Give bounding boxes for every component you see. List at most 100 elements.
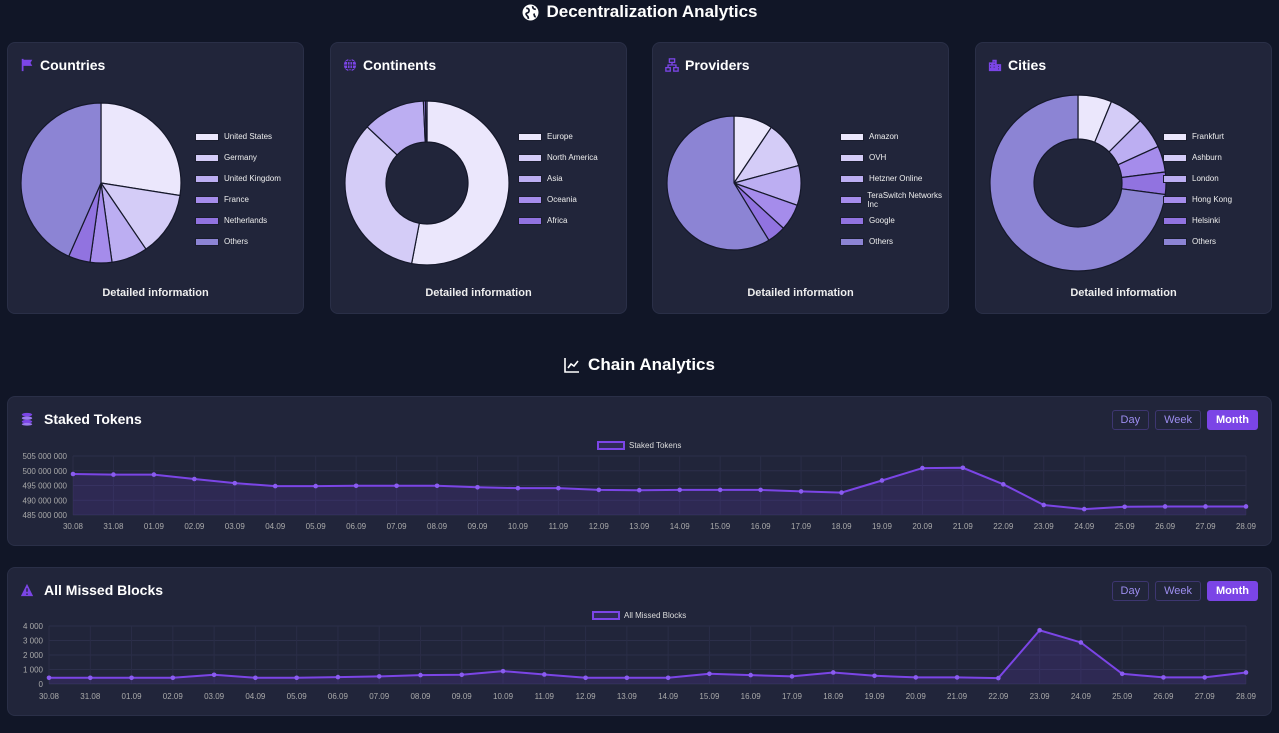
data-point[interactable] [798,489,804,494]
data-point[interactable] [830,670,836,675]
data-point[interactable] [954,675,960,680]
data-point[interactable] [232,480,238,486]
data-point[interactable] [717,487,723,493]
data-point[interactable] [1001,482,1006,487]
data-point[interactable] [1041,502,1047,508]
legend-item[interactable]: France [195,189,281,210]
data-point[interactable] [1162,504,1168,509]
data-point[interactable] [636,487,642,493]
data-point[interactable] [46,675,52,681]
data-point[interactable] [353,483,359,489]
data-point[interactable] [170,675,176,681]
data-point[interactable] [1119,671,1125,677]
legend-item[interactable]: North America [518,147,598,168]
legend-item[interactable]: Netherlands [195,210,281,231]
detailed-information-link[interactable]: Detailed information [747,287,854,299]
pie-slice-others[interactable] [666,115,770,251]
legend-item[interactable]: Ashburn [1163,147,1232,168]
legend-item[interactable]: All Missed Blocks [592,611,686,620]
legend-item[interactable]: Hong Kong [1163,189,1232,210]
data-point[interactable] [394,483,399,489]
data-point[interactable] [1243,504,1249,509]
data-point[interactable] [556,485,561,491]
legend-item[interactable]: Amazon [840,126,948,147]
legend-item[interactable]: United States [195,126,281,147]
legend-item[interactable]: OVH [840,147,948,168]
data-point[interactable] [872,673,877,679]
data-point[interactable] [996,675,1001,681]
data-point[interactable] [1122,504,1127,510]
legend-item[interactable]: United Kingdom [195,168,281,189]
legend-item[interactable]: Oceania [518,189,598,210]
data-point[interactable] [677,487,683,493]
data-point[interactable] [624,675,630,681]
data-point[interactable] [920,465,925,471]
detailed-information-link[interactable]: Detailed information [102,287,209,299]
detailed-information-link[interactable]: Detailed information [1070,287,1177,299]
data-point[interactable] [313,483,318,489]
data-point[interactable] [475,484,480,490]
data-point[interactable] [129,675,134,681]
data-point[interactable] [87,675,93,681]
data-point[interactable] [376,674,382,679]
data-point[interactable] [1203,504,1208,509]
data-point[interactable] [960,465,966,471]
data-point[interactable] [789,674,795,679]
data-point[interactable] [272,483,278,489]
legend-item[interactable]: Europe [518,126,598,147]
range-month-button[interactable]: Month [1207,581,1258,601]
data-point[interactable] [515,485,521,491]
pie-slice-others[interactable] [20,102,102,258]
range-week-button[interactable]: Week [1155,581,1202,601]
detailed-information-link[interactable]: Detailed information [425,287,532,299]
legend-item[interactable]: Others [195,231,281,252]
legend-item[interactable]: Frankfurt [1163,126,1232,147]
data-point[interactable] [596,487,602,493]
legend-item[interactable]: Google [840,210,948,231]
pie-slice-north-america[interactable] [344,126,421,265]
range-month-button[interactable]: Month [1207,410,1258,430]
legend-item[interactable]: Staked Tokens [597,441,681,450]
data-point[interactable] [70,471,76,477]
data-point[interactable] [335,674,341,680]
range-week-button[interactable]: Week [1155,410,1202,430]
pie-slice-united-states[interactable] [100,102,182,197]
data-point[interactable] [839,490,844,495]
data-point[interactable] [707,671,712,677]
range-day-button[interactable]: Day [1111,581,1150,601]
data-point[interactable] [151,472,157,477]
legend-item[interactable]: Africa [518,210,598,231]
data-point[interactable] [1243,670,1249,675]
data-point[interactable] [192,476,197,482]
legend-item[interactable]: TeraSwitch Networks Inc [840,189,948,210]
data-point[interactable] [879,478,885,483]
pie-slice-germany[interactable] [99,182,181,250]
legend-item[interactable]: London [1163,168,1232,189]
data-point[interactable] [913,675,919,680]
legend-item[interactable]: Asia [518,168,598,189]
data-point[interactable] [459,672,465,678]
data-point[interactable] [583,675,588,681]
data-point[interactable] [1078,640,1084,645]
data-point[interactable] [418,672,423,678]
data-point[interactable] [500,668,506,674]
legend-item[interactable]: Others [1163,231,1232,252]
data-point[interactable] [211,672,217,678]
data-point[interactable] [294,675,299,681]
data-point[interactable] [1161,675,1166,680]
range-day-button[interactable]: Day [1111,410,1150,430]
pie-slice-africa[interactable] [424,100,428,143]
legend-item[interactable]: Hetzner Online [840,168,948,189]
data-point[interactable] [1081,506,1087,512]
pie-slice-others[interactable] [989,94,1166,272]
data-point[interactable] [111,472,116,477]
data-point[interactable] [434,483,440,489]
data-point[interactable] [758,487,763,493]
legend-item[interactable]: Helsinki [1163,210,1232,231]
data-point[interactable] [253,675,258,681]
data-point[interactable] [542,672,547,677]
legend-item[interactable]: Germany [195,147,281,168]
data-point[interactable] [748,672,753,678]
data-point[interactable] [1037,627,1042,633]
data-point[interactable] [665,675,671,681]
